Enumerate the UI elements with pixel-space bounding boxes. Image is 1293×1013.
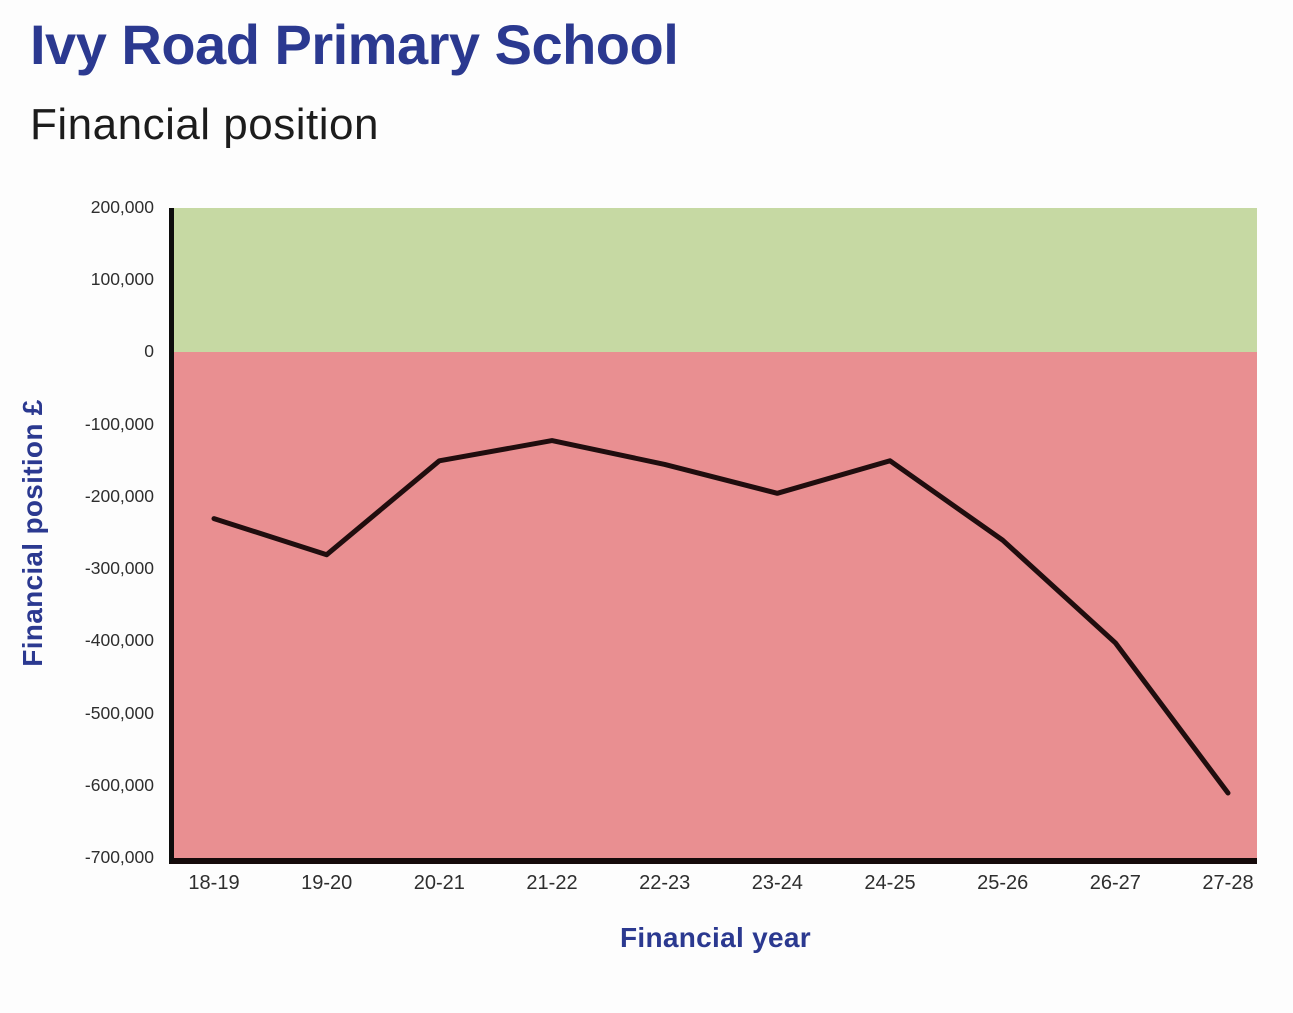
y-tick-label: -600,000 [84,774,154,795]
x-axis-tick-labels: 18-19 19-20 20-21 21-22 22-23 23-24 24-25 25-26… [174,872,1257,902]
y-tick-label: -200,000 [84,485,154,506]
x-tick-label: 27-28 [1202,872,1254,894]
y-tick-label: -500,000 [84,702,154,723]
x-tick-label: 21-22 [526,872,578,894]
y-tick-label: -400,000 [84,630,154,651]
y-tick-label: 100,000 [90,269,154,290]
x-tick-label: 19-20 [301,872,353,894]
x-tick-label: 23-24 [751,872,803,894]
page-title: Ivy Road Primary School [30,13,679,76]
y-tick-label: -300,000 [84,558,154,579]
plot-area [169,208,1257,864]
y-tick-label: -100,000 [84,413,154,434]
x-tick-label: 22-23 [639,872,691,894]
y-tick-label: 0 [144,341,154,362]
y-axis-tick-labels: 200,000 100,000 0 -100,000 -200,000 -300,000 -… [0,197,160,867]
x-tick-label: 26-27 [1089,872,1141,894]
x-tick-label: 25-26 [977,872,1029,894]
page-subtitle: Financial position [30,100,379,149]
line-chart-canvas [211,438,1231,796]
x-tick-label: 20-21 [413,872,465,894]
x-axis-title: Financial year [620,922,811,953]
y-tick-label: -700,000 [84,847,154,867]
financial-position-line-series [211,438,1231,796]
y-tick-label: 200,000 [90,197,154,217]
x-tick-label: 24-25 [864,872,916,894]
x-tick-label: 18-19 [188,872,240,894]
surplus-band [174,208,1257,353]
